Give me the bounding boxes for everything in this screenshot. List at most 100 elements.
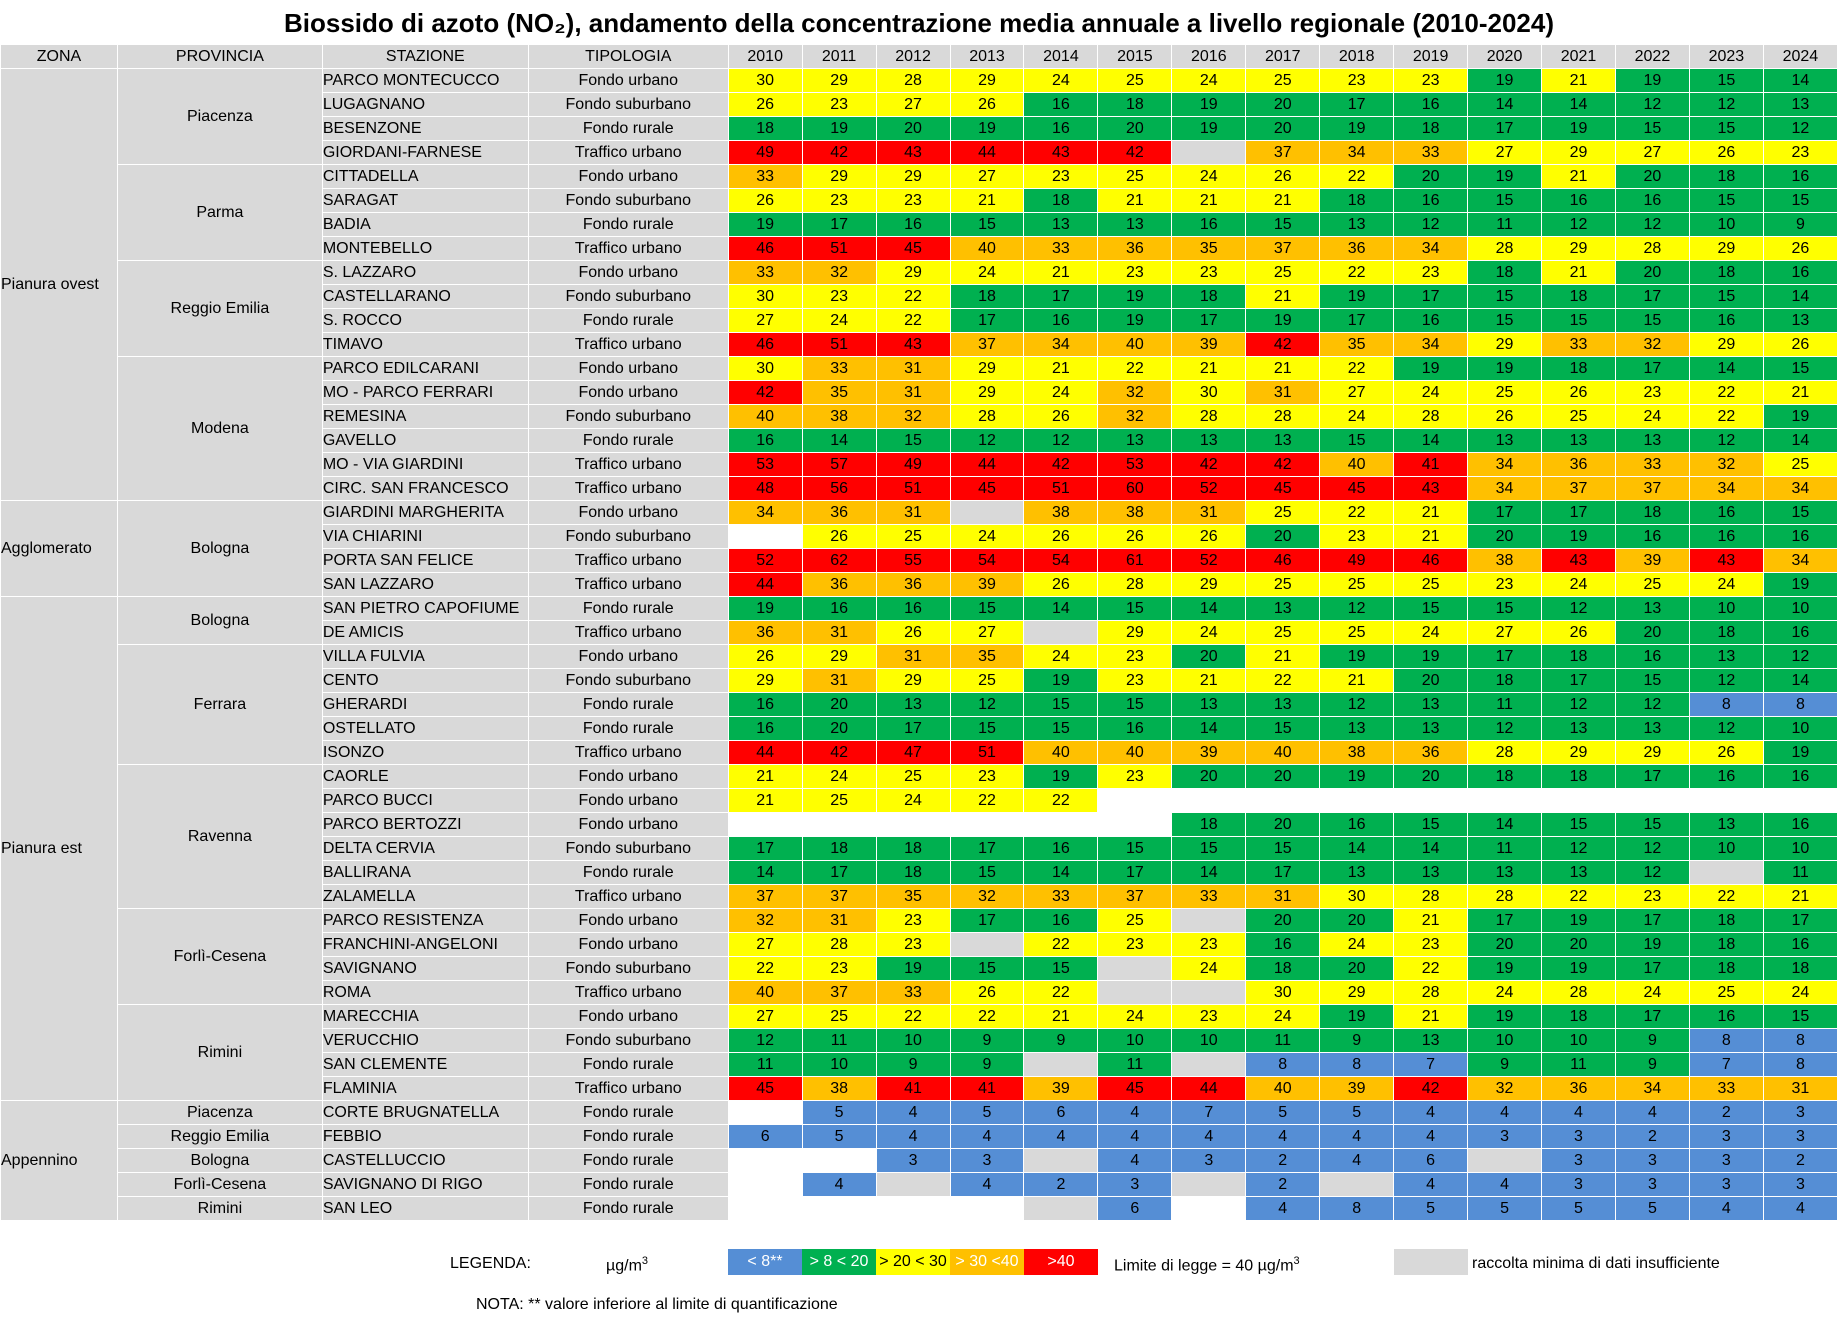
- heatmap-cell: 24: [801, 764, 877, 789]
- heatmap-cell: 12: [1614, 692, 1690, 717]
- header-row: ZONA PROVINCIA STAZIONE TIPOLOGIA 2010 2…: [0, 44, 1838, 69]
- heatmap-cell: 7: [1688, 1052, 1764, 1077]
- heatmap-cell: 21: [1097, 188, 1173, 213]
- heatmap-cell: 18: [1467, 260, 1543, 285]
- station-name: S. LAZZARO: [321, 260, 529, 285]
- heatmap-cell: [1393, 788, 1469, 813]
- heatmap-cell: 16: [1614, 524, 1690, 549]
- heatmap-cell: 4: [1614, 1100, 1690, 1125]
- heatmap-cell: 21: [1541, 260, 1616, 285]
- heatmap-cell: 33: [1023, 236, 1099, 261]
- heatmap-cell: 34: [1614, 1076, 1690, 1101]
- heatmap-cell: 53: [1097, 452, 1173, 477]
- table-row: GAVELLO Fondo rurale 16 14 15 12 12 13 13 13 15 14 1…: [1, 428, 1838, 453]
- heatmap-cell: 4: [949, 1124, 1025, 1149]
- heatmap-cell: 22: [1097, 356, 1173, 381]
- header-year: 2023: [1688, 44, 1764, 69]
- heatmap-cell: 21: [727, 788, 803, 813]
- heatmap-cell: 27: [727, 1004, 803, 1029]
- heatmap-cell: 15: [1171, 836, 1247, 861]
- heatmap-cell: 24: [1319, 932, 1395, 957]
- heatmap-cell: 40: [1023, 740, 1099, 765]
- heatmap-cell: 27: [875, 92, 951, 117]
- heatmap-cell: 3: [1688, 1172, 1764, 1197]
- heatmap-cell: 17: [875, 716, 951, 741]
- heatmap-cell: 8: [1688, 692, 1764, 717]
- heatmap-cell: 37: [949, 332, 1025, 357]
- heatmap-cell: 23: [1171, 1004, 1247, 1029]
- heatmap-cell: 39: [1171, 332, 1247, 357]
- heatmap-cell: 17: [1614, 356, 1690, 381]
- province-label: Modena: [116, 356, 323, 501]
- heatmap-cell: 49: [875, 452, 951, 477]
- heatmap-cell: 25: [1097, 68, 1173, 93]
- heatmap-cell: 27: [1614, 140, 1690, 165]
- heatmap-cell: 15: [1688, 116, 1764, 141]
- station-type: Fondo rurale: [527, 116, 729, 141]
- heatmap-cell: [1171, 1172, 1247, 1197]
- heatmap-cell: [1467, 1148, 1543, 1173]
- heatmap-cell: [727, 524, 803, 549]
- heatmap-cell: 28: [1467, 884, 1543, 909]
- heatmap-cell: 49: [1319, 548, 1395, 573]
- heatmap-cell: 20: [1614, 164, 1690, 189]
- heatmap-cell: 19: [1467, 1004, 1543, 1029]
- heatmap-cell: 36: [1393, 740, 1469, 765]
- heatmap-cell: 21: [1541, 68, 1616, 93]
- station-type: Fondo urbano: [527, 356, 729, 381]
- heatmap-cell: 36: [1541, 1076, 1616, 1101]
- heatmap-cell: 37: [801, 884, 877, 909]
- station-type: Traffico urbano: [527, 980, 729, 1005]
- station-name: GIARDINI MARGHERITA: [321, 500, 529, 525]
- heatmap-cell: 36: [727, 620, 803, 645]
- heatmap-cell: 42: [1393, 1076, 1469, 1101]
- heatmap-cell: 26: [875, 620, 951, 645]
- heatmap-cell: 35: [1171, 236, 1247, 261]
- heatmap-cell: 26: [1541, 380, 1616, 405]
- heatmap-cell: 56: [801, 476, 877, 501]
- heatmap-cell: 3: [1762, 1172, 1838, 1197]
- heatmap-cell: 9: [875, 1052, 951, 1077]
- heatmap-cell: 25: [1319, 572, 1395, 597]
- heatmap-cell: 43: [875, 332, 951, 357]
- station-type: Fondo rurale: [527, 1148, 729, 1173]
- heatmap-cell: 12: [1319, 692, 1395, 717]
- heatmap-cell: 9: [1762, 212, 1838, 237]
- heatmap-cell: 19: [875, 956, 951, 981]
- header-year: 2010: [727, 44, 803, 69]
- table-row: DELTA CERVIA Fondo suburbano 17 18 18 17 16 15 1…: [1, 836, 1838, 861]
- heatmap-cell: 3: [949, 1148, 1025, 1173]
- heatmap-cell: 23: [1393, 932, 1469, 957]
- heatmap-cell: 24: [1467, 980, 1543, 1005]
- table-row: MONTEBELLO Traffico urbano 46 51 45 40 33 36 35 3…: [1, 236, 1838, 261]
- table-row: SARAGAT Fondo suburbano 26 23 23 21 18 21 21 21 18…: [1, 188, 1838, 213]
- heatmap-cell: 24: [1023, 380, 1099, 405]
- heatmap-cell: 27: [727, 308, 803, 333]
- heatmap-cell: 46: [727, 332, 803, 357]
- heatmap-cell: 33: [875, 980, 951, 1005]
- station-type: Fondo urbano: [527, 164, 729, 189]
- heatmap-cell: 9: [949, 1028, 1025, 1053]
- heatmap-cell: 37: [801, 980, 877, 1005]
- heatmap-cell: 14: [727, 860, 803, 885]
- heatmap-cell: 33: [801, 356, 877, 381]
- heatmap-cell: 11: [1762, 860, 1838, 885]
- heatmap-cell: 15: [1614, 812, 1690, 837]
- station-type: Traffico urbano: [527, 236, 729, 261]
- heatmap-cell: 51: [801, 236, 877, 261]
- station-type: Traffico urbano: [527, 884, 729, 909]
- heatmap-cell: 23: [1097, 668, 1173, 693]
- table-row: BESENZONE Fondo rurale 18 19 20 19 16 20 19 20 19 1…: [1, 116, 1838, 141]
- footnote: NOTA: ** valore inferiore al limite di q…: [476, 1296, 838, 1313]
- heatmap-cell: 12: [1614, 836, 1690, 861]
- heatmap-cell: 19: [1541, 116, 1616, 141]
- heatmap-cell: 43: [1023, 140, 1099, 165]
- heatmap-cell: 31: [801, 620, 877, 645]
- table-row: Reggio Emilia S. LAZZARO Fondo urbano 33 32 2…: [1, 260, 1838, 357]
- heatmap-cell: 16: [1023, 116, 1099, 141]
- heatmap-cell: 23: [875, 932, 951, 957]
- heatmap-cell: 8: [1762, 692, 1838, 717]
- heatmap-cell: 10: [1541, 1028, 1616, 1053]
- heatmap-cell: 15: [1097, 836, 1173, 861]
- heatmap-cell: 18: [1541, 1004, 1616, 1029]
